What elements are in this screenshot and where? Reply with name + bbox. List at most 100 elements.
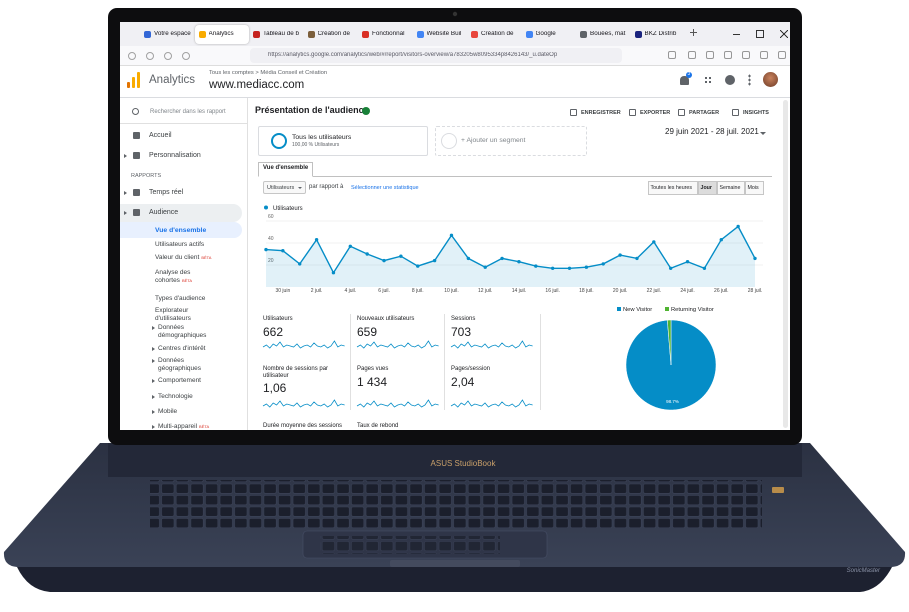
- nav-item[interactable]: Accueil: [149, 132, 239, 141]
- granularity-button[interactable]: [745, 181, 764, 195]
- nav-item[interactable]: Multi-appareil BÊTA: [158, 423, 218, 430]
- tab-favicon: [362, 31, 369, 38]
- nav-item[interactable]: Mobile: [158, 408, 218, 417]
- metric-value: 659: [357, 325, 378, 339]
- nav-button[interactable]: [182, 52, 190, 60]
- nav-item[interactable]: Personnalisation: [149, 152, 239, 161]
- nav-button[interactable]: [146, 52, 154, 60]
- apps-icon[interactable]: [704, 76, 712, 84]
- nav-item[interactable]: Données démographiques: [158, 324, 218, 339]
- report-tab: [258, 162, 313, 177]
- action-button[interactable]: INSIGHTS: [743, 109, 769, 116]
- url-field[interactable]: [250, 48, 622, 63]
- expand-arrow: [152, 409, 155, 414]
- add-segment-card[interactable]: [435, 126, 587, 156]
- metric-value: 703: [451, 325, 472, 339]
- metric-label: Sessions: [451, 316, 476, 322]
- numberpad: [320, 536, 500, 554]
- metric-label: Pages/session: [451, 366, 491, 372]
- action-button[interactable]: PARTAGER: [689, 109, 720, 116]
- tab[interactable]: [194, 25, 249, 44]
- new-tab-button[interactable]: [689, 28, 698, 37]
- expand-arrow: [152, 325, 155, 330]
- nav-item[interactable]: Utilisateurs actifs: [155, 241, 215, 250]
- compare-link[interactable]: Sélectionner une statistique: [351, 185, 419, 191]
- logo-bar: [132, 77, 135, 88]
- nav-item[interactable]: Vue d'ensemble: [155, 227, 215, 236]
- expand-arrow: [152, 378, 155, 383]
- metric-label: Nombre de sessions par utilisateur: [263, 366, 329, 379]
- nav-item[interactable]: Comportement: [158, 377, 218, 386]
- expand-arrow: [124, 210, 127, 215]
- toolbar-icon[interactable]: [688, 51, 696, 59]
- nav-label: Multi-appareil: [158, 423, 198, 430]
- expand-arrow: [152, 394, 155, 399]
- front-notch: [390, 560, 520, 567]
- toolbar-icon[interactable]: [742, 51, 750, 59]
- nav-item[interactable]: Types d'audience: [155, 295, 215, 304]
- selected-highlight: [120, 222, 242, 238]
- granularity-button[interactable]: [698, 181, 717, 195]
- metric-label: Durée moyenne des sessions: [263, 423, 343, 429]
- nav-label: Vue d'ensemble: [155, 227, 207, 234]
- window-control[interactable]: [732, 30, 740, 38]
- notification-bell[interactable]: [680, 76, 689, 85]
- toolbar-icon[interactable]: [778, 51, 786, 59]
- hinge: [108, 443, 802, 477]
- segment-name: Tous les utilisateurs: [292, 134, 352, 141]
- tab-title: Fonctionnal: [372, 31, 405, 37]
- audience-highlight: [120, 204, 242, 222]
- tab-favicon: [525, 31, 533, 38]
- nav-label: Accueil: [149, 132, 172, 139]
- more-icon[interactable]: [748, 74, 751, 86]
- logo-bar: [137, 72, 140, 88]
- date-range[interactable]: 29 juin 2021 - 28 juil. 2021: [665, 127, 759, 136]
- action-button[interactable]: EXPORTER: [640, 109, 671, 116]
- nav-item[interactable]: Centres d'intérêt: [158, 345, 218, 354]
- nav-button[interactable]: [164, 52, 172, 60]
- nav-item[interactable]: Temps réel: [149, 189, 239, 198]
- nav-item[interactable]: Valeur du client BÊTA: [155, 254, 215, 263]
- action-button[interactable]: ENREGISTRER: [581, 109, 621, 116]
- tab-favicon: [307, 31, 315, 38]
- compare-label: par rapport à: [309, 184, 344, 190]
- tab-title: Website Buil: [426, 31, 462, 37]
- nav-item[interactable]: Audience: [149, 209, 239, 218]
- nav-button[interactable]: [128, 52, 136, 60]
- window-control[interactable]: [780, 30, 788, 38]
- tab-title: BKZ Distrib: [644, 31, 677, 37]
- toolbar-icon[interactable]: [760, 51, 768, 59]
- segment-ring: [271, 133, 287, 149]
- toolbar-icon[interactable]: [668, 51, 676, 59]
- window-control[interactable]: [756, 30, 764, 38]
- metric-value: 662: [263, 325, 284, 339]
- metric-value: 1 434: [357, 375, 388, 389]
- scrollbar: [783, 100, 788, 428]
- expand-arrow: [124, 190, 127, 195]
- nav-item[interactable]: Explorateur d'utilisateurs: [155, 307, 215, 322]
- segment-detail: 100,00 % Utilisateurs: [292, 142, 340, 148]
- metric-label: Nouveaux utilisateurs: [357, 316, 415, 322]
- avatar[interactable]: [763, 72, 778, 87]
- action-icon: [732, 109, 739, 116]
- expand-arrow: [152, 358, 155, 363]
- tab-title: Tableau de b: [263, 31, 300, 37]
- granularity-button[interactable]: [717, 181, 745, 195]
- nav-item[interactable]: Technologie: [158, 393, 218, 402]
- tab-favicon: [144, 31, 151, 38]
- laptop-lip: [17, 567, 892, 592]
- metric-label: Taux de rebond: [357, 423, 399, 429]
- help-icon[interactable]: [725, 75, 735, 85]
- nav-item[interactable]: Analyse des cohortes BÊTA: [155, 269, 215, 284]
- granularity-button[interactable]: [648, 181, 698, 195]
- property-name[interactable]: www.mediacc.com: [209, 79, 305, 91]
- nav-item[interactable]: Données géographiques: [158, 357, 218, 372]
- tab-favicon: [416, 31, 424, 38]
- tab-favicon: [634, 31, 642, 38]
- search-placeholder[interactable]: Rechercher dans les rapport: [150, 109, 226, 115]
- metric-select[interactable]: [263, 181, 306, 194]
- toolbar-icon[interactable]: [706, 51, 714, 59]
- toolbar-icon[interactable]: [724, 51, 732, 59]
- segment-card[interactable]: [258, 126, 428, 156]
- granularity-label: Jour: [700, 184, 712, 191]
